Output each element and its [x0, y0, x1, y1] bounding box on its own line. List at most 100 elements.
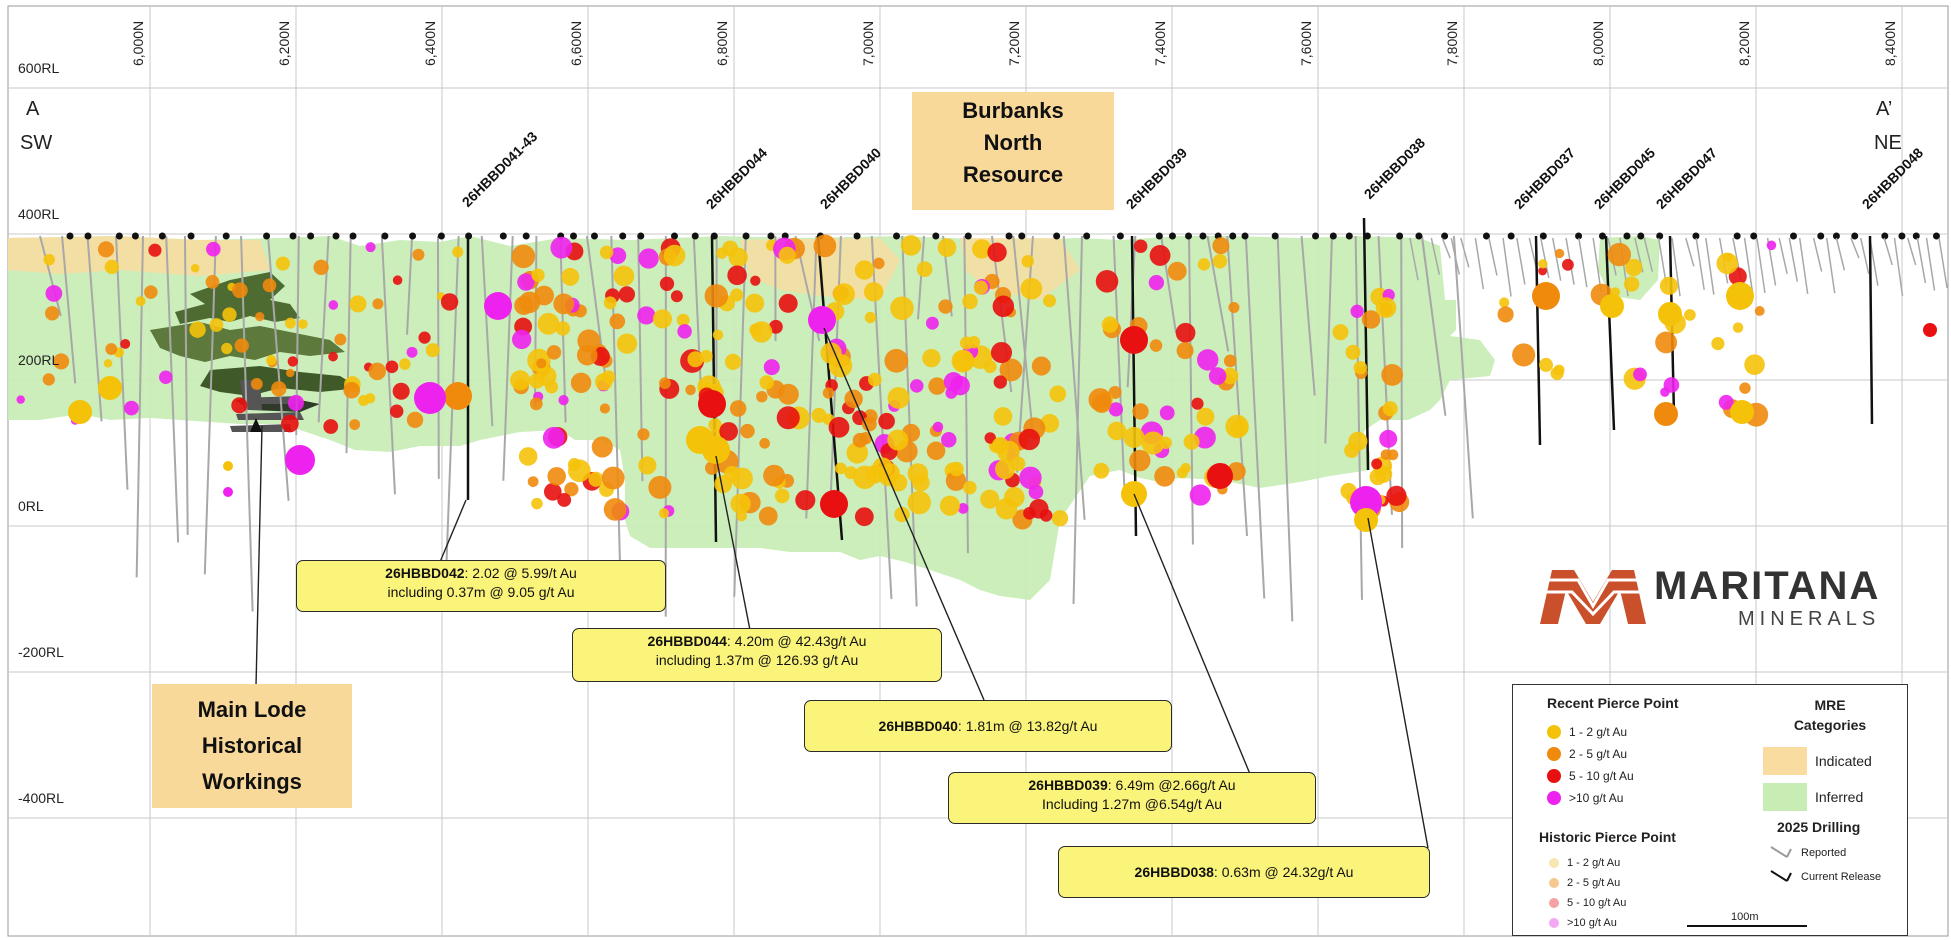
pierce-point	[518, 291, 541, 314]
drill-collar	[1912, 232, 1920, 240]
legend-item: 2 - 5 g/t Au	[1547, 747, 1627, 761]
drill-collar	[1898, 232, 1906, 240]
pierce-point	[1711, 337, 1725, 351]
northing-label: 7,600N	[1298, 20, 1314, 66]
reported-drill-trace	[1812, 237, 1823, 272]
pierce-point	[1538, 259, 1548, 269]
pierce-point	[1332, 324, 1349, 341]
pierce-point	[205, 275, 220, 289]
pierce-point	[750, 321, 773, 343]
drill-collar	[1507, 232, 1515, 240]
drill-collar	[409, 232, 417, 240]
pierce-point	[1497, 306, 1514, 323]
pierce-point	[1107, 421, 1127, 441]
inferred-swatch	[1763, 783, 1807, 811]
pierce-point	[926, 441, 946, 461]
pierce-point	[1354, 508, 1378, 532]
reported-drill-trace	[1850, 237, 1860, 259]
pierce-point	[724, 353, 742, 370]
section-end-label: A’	[1876, 98, 1893, 120]
pierce-point	[844, 389, 863, 409]
current-release-hole-icon	[1770, 870, 1792, 882]
pierce-point	[531, 268, 545, 282]
drill-collar	[1312, 232, 1320, 240]
pierce-point	[960, 336, 974, 350]
drill-collar	[590, 232, 598, 240]
drill-collar	[1345, 232, 1353, 240]
legend-item: >10 g/t Au	[1547, 791, 1623, 805]
pierce-point	[599, 245, 614, 260]
drill-collar	[742, 232, 750, 240]
reported-drill-trace	[1859, 237, 1870, 275]
rl-label: 400RL	[18, 206, 60, 222]
reported-drill-trace	[502, 235, 514, 481]
pierce-point	[950, 375, 970, 396]
legend-dot-icon	[1549, 878, 1559, 888]
pierce-point	[987, 242, 1007, 263]
callout-hole-id: 26HBBD039	[1028, 777, 1108, 793]
pierce-point	[1766, 240, 1777, 251]
drill-collar	[263, 232, 271, 240]
pierce-point	[1197, 349, 1219, 371]
pierce-point	[406, 411, 424, 429]
drill-collar	[1750, 232, 1758, 240]
reported-drill-trace	[240, 235, 254, 612]
reported-drill-trace	[1460, 237, 1470, 268]
pierce-point	[159, 370, 173, 384]
pierce-point	[1120, 326, 1148, 354]
pierce-point	[980, 489, 1000, 509]
pierce-point	[778, 246, 796, 264]
drill-collar	[499, 232, 507, 240]
pierce-point	[687, 351, 704, 368]
pierce-point	[1175, 322, 1196, 343]
reported-drill-trace	[1925, 237, 1936, 291]
reported-drill-trace	[1938, 237, 1948, 289]
pierce-point	[863, 282, 884, 302]
pierce-point	[124, 400, 139, 416]
drill-collar	[1637, 232, 1645, 240]
pierce-point	[418, 331, 431, 344]
scale-bar	[1687, 925, 1807, 927]
drill-collar	[893, 232, 901, 240]
pierce-point	[763, 359, 780, 376]
northing-label: 8,200N	[1736, 20, 1752, 66]
pierce-point	[1732, 322, 1744, 333]
pierce-point	[1176, 342, 1194, 360]
reported-drill-trace	[406, 235, 414, 335]
section-frame	[7, 5, 1949, 937]
pierce-point	[953, 350, 975, 372]
drill-collar	[964, 232, 972, 240]
reported-drill-trace	[1488, 237, 1498, 276]
pierce-point	[822, 387, 835, 399]
pierce-point	[873, 257, 885, 270]
pierce-point	[992, 295, 1015, 318]
drill-collar	[222, 232, 230, 240]
pierce-point	[43, 253, 55, 266]
drill-collar	[691, 232, 699, 240]
pierce-point	[287, 356, 299, 367]
reported-drill-trace	[1883, 237, 1893, 266]
pierce-point	[759, 375, 774, 390]
pierce-point	[995, 459, 1016, 480]
resource-label-line: Resource	[962, 162, 1064, 187]
pierce-point	[714, 475, 733, 494]
reported-drill-trace	[39, 235, 62, 317]
pierce-point	[440, 293, 459, 311]
pierce-point	[599, 403, 611, 414]
pierce-point	[1633, 367, 1647, 382]
workings-arrow-icon	[250, 418, 262, 432]
pierce-point	[984, 432, 996, 444]
pierce-point	[570, 372, 592, 394]
drill-collar	[1415, 232, 1423, 240]
legend-item: 1 - 2 g/t Au	[1547, 725, 1627, 739]
drill-collar	[1116, 232, 1124, 240]
pierce-point	[728, 247, 748, 267]
callout-hole-id: 26HBBD040	[878, 718, 958, 734]
pierce-point	[719, 422, 738, 441]
pierce-point	[255, 311, 265, 322]
pierce-point	[890, 296, 914, 320]
pierce-point	[1539, 357, 1553, 372]
drill-collar	[1482, 232, 1490, 240]
pierce-point	[833, 283, 855, 306]
pierce-point	[1369, 468, 1387, 486]
